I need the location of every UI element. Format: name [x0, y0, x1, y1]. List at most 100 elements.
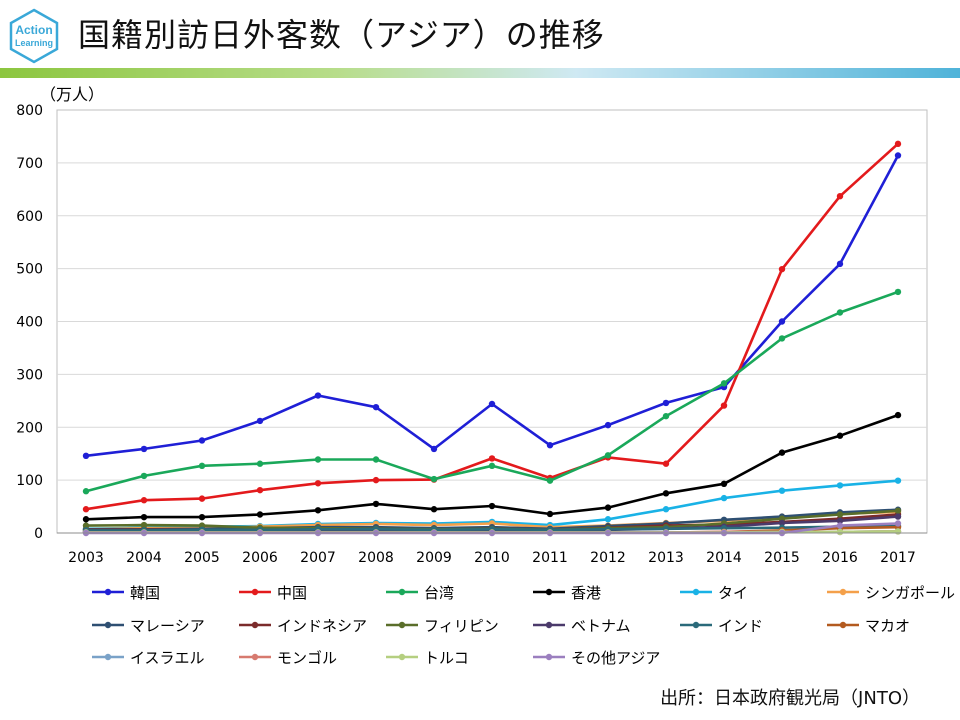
- legend-swatch: [533, 621, 565, 629]
- data-point: [894, 528, 902, 535]
- legend-item: 韓国: [90, 582, 160, 602]
- legend-marker: [692, 588, 700, 596]
- legend-swatch: [680, 588, 712, 596]
- axes: 0 100 200 300 400 500 600 700 800（万人） 2003 2004 200…: [16, 85, 927, 566]
- page-title: 国籍別訪日外客数（アジア）の推移: [78, 16, 605, 54]
- data-point: [372, 403, 380, 411]
- x-tick-label: 2015: [764, 550, 800, 566]
- source-note: 出所：日本政府観光局（JNTO）: [660, 688, 920, 709]
- legend-marker: [104, 621, 112, 629]
- legend-swatch: [239, 621, 271, 629]
- legend-marker: [398, 653, 406, 661]
- legend-marker: [692, 621, 700, 629]
- legend-marker: [104, 653, 112, 661]
- legend-marker: [251, 588, 259, 596]
- data-point: [836, 517, 844, 525]
- data-point: [256, 511, 264, 518]
- data-point: [894, 477, 902, 484]
- data-point: [662, 506, 670, 513]
- legend-item: シンガポール: [825, 582, 955, 602]
- data-point: [836, 511, 844, 518]
- y-tick-label: 400: [16, 315, 43, 331]
- x-tick-label: 2017: [880, 550, 916, 566]
- legend-label: マカオ: [865, 616, 911, 635]
- data-point: [488, 455, 496, 462]
- legend-label: シンガポール: [865, 583, 956, 602]
- legend-swatch: [533, 588, 565, 596]
- line-chart: 0 100 200 300 400 500 600 700 800（万人） 2003 2004 200…: [16, 85, 928, 566]
- series-line: [84, 154, 900, 458]
- data-point: [836, 522, 844, 529]
- legend-swatch: [827, 621, 859, 629]
- legend-marker: [839, 621, 847, 629]
- x-tick-label: 2003: [68, 550, 104, 566]
- legend-marker: [104, 588, 112, 596]
- x-tick-label: 2012: [590, 550, 626, 566]
- data-point: [604, 516, 612, 523]
- y-tick-label: 600: [16, 209, 43, 225]
- data-point: [140, 521, 148, 529]
- title-divider: [0, 68, 960, 78]
- series-3: [82, 288, 902, 495]
- legend-marker: [839, 588, 847, 596]
- data-point: [82, 506, 90, 513]
- legend-marker: [251, 621, 259, 629]
- x-tick-label: 2009: [416, 550, 452, 566]
- data-point: [894, 288, 902, 296]
- legend-marker: [545, 653, 553, 661]
- data-point: [836, 432, 844, 439]
- y-tick-label: 100: [16, 473, 43, 489]
- data-point: [256, 460, 264, 467]
- legend-item: 中国: [237, 582, 307, 602]
- x-tick-label: 2011: [532, 550, 568, 566]
- data-point: [662, 460, 670, 467]
- legend-label: 韓国: [130, 583, 161, 602]
- data-point: [604, 504, 612, 511]
- y-tick-label: 500: [16, 262, 43, 278]
- legend-label: マレーシア: [130, 616, 205, 635]
- data-point: [662, 412, 670, 420]
- legend-label: ベトナム: [571, 616, 631, 635]
- data-point: [778, 487, 786, 494]
- y-tick-label: 700: [16, 156, 43, 172]
- x-tick-label: 2007: [300, 550, 336, 566]
- data-point: [778, 335, 786, 342]
- y-axis-unit-label: （万人）: [40, 85, 104, 104]
- legend-item: 台湾: [384, 582, 454, 602]
- data-point: [836, 192, 844, 200]
- legend-marker: [398, 588, 406, 596]
- data-point: [198, 495, 206, 502]
- data-point: [836, 309, 844, 316]
- y-tick-label: 0: [34, 526, 43, 542]
- data-point: [198, 437, 206, 444]
- data-point: [430, 475, 438, 483]
- legend-swatch: [386, 621, 418, 629]
- legend-item: ベトナム: [531, 615, 631, 635]
- legend-label: 中国: [277, 583, 308, 602]
- data-point: [894, 513, 902, 520]
- legend-swatch: [239, 588, 271, 596]
- legend-item: インド: [678, 615, 763, 635]
- legend-item: モンゴル: [237, 647, 337, 667]
- data-point: [894, 152, 902, 159]
- data-point: [894, 507, 902, 514]
- data-point: [140, 497, 148, 504]
- series-lines: [82, 140, 902, 537]
- legend-swatch: [680, 621, 712, 629]
- data-point: [894, 140, 902, 148]
- legend-marker: [398, 621, 406, 629]
- data-point: [778, 318, 786, 325]
- legend-label: インドネシア: [277, 616, 368, 635]
- data-point: [662, 399, 670, 407]
- y-tick-label: 800: [16, 103, 43, 119]
- data-point: [314, 507, 322, 514]
- data-point: [836, 482, 844, 489]
- data-point: [140, 513, 148, 521]
- data-point: [314, 456, 322, 463]
- legend-label: 香港: [571, 583, 602, 602]
- x-tick-label: 2008: [358, 550, 394, 566]
- svg-text:Action: Action: [15, 23, 52, 37]
- action-learning-logo: Action Learning: [9, 8, 59, 64]
- legend-item: イスラエル: [90, 647, 205, 667]
- data-point: [140, 445, 148, 453]
